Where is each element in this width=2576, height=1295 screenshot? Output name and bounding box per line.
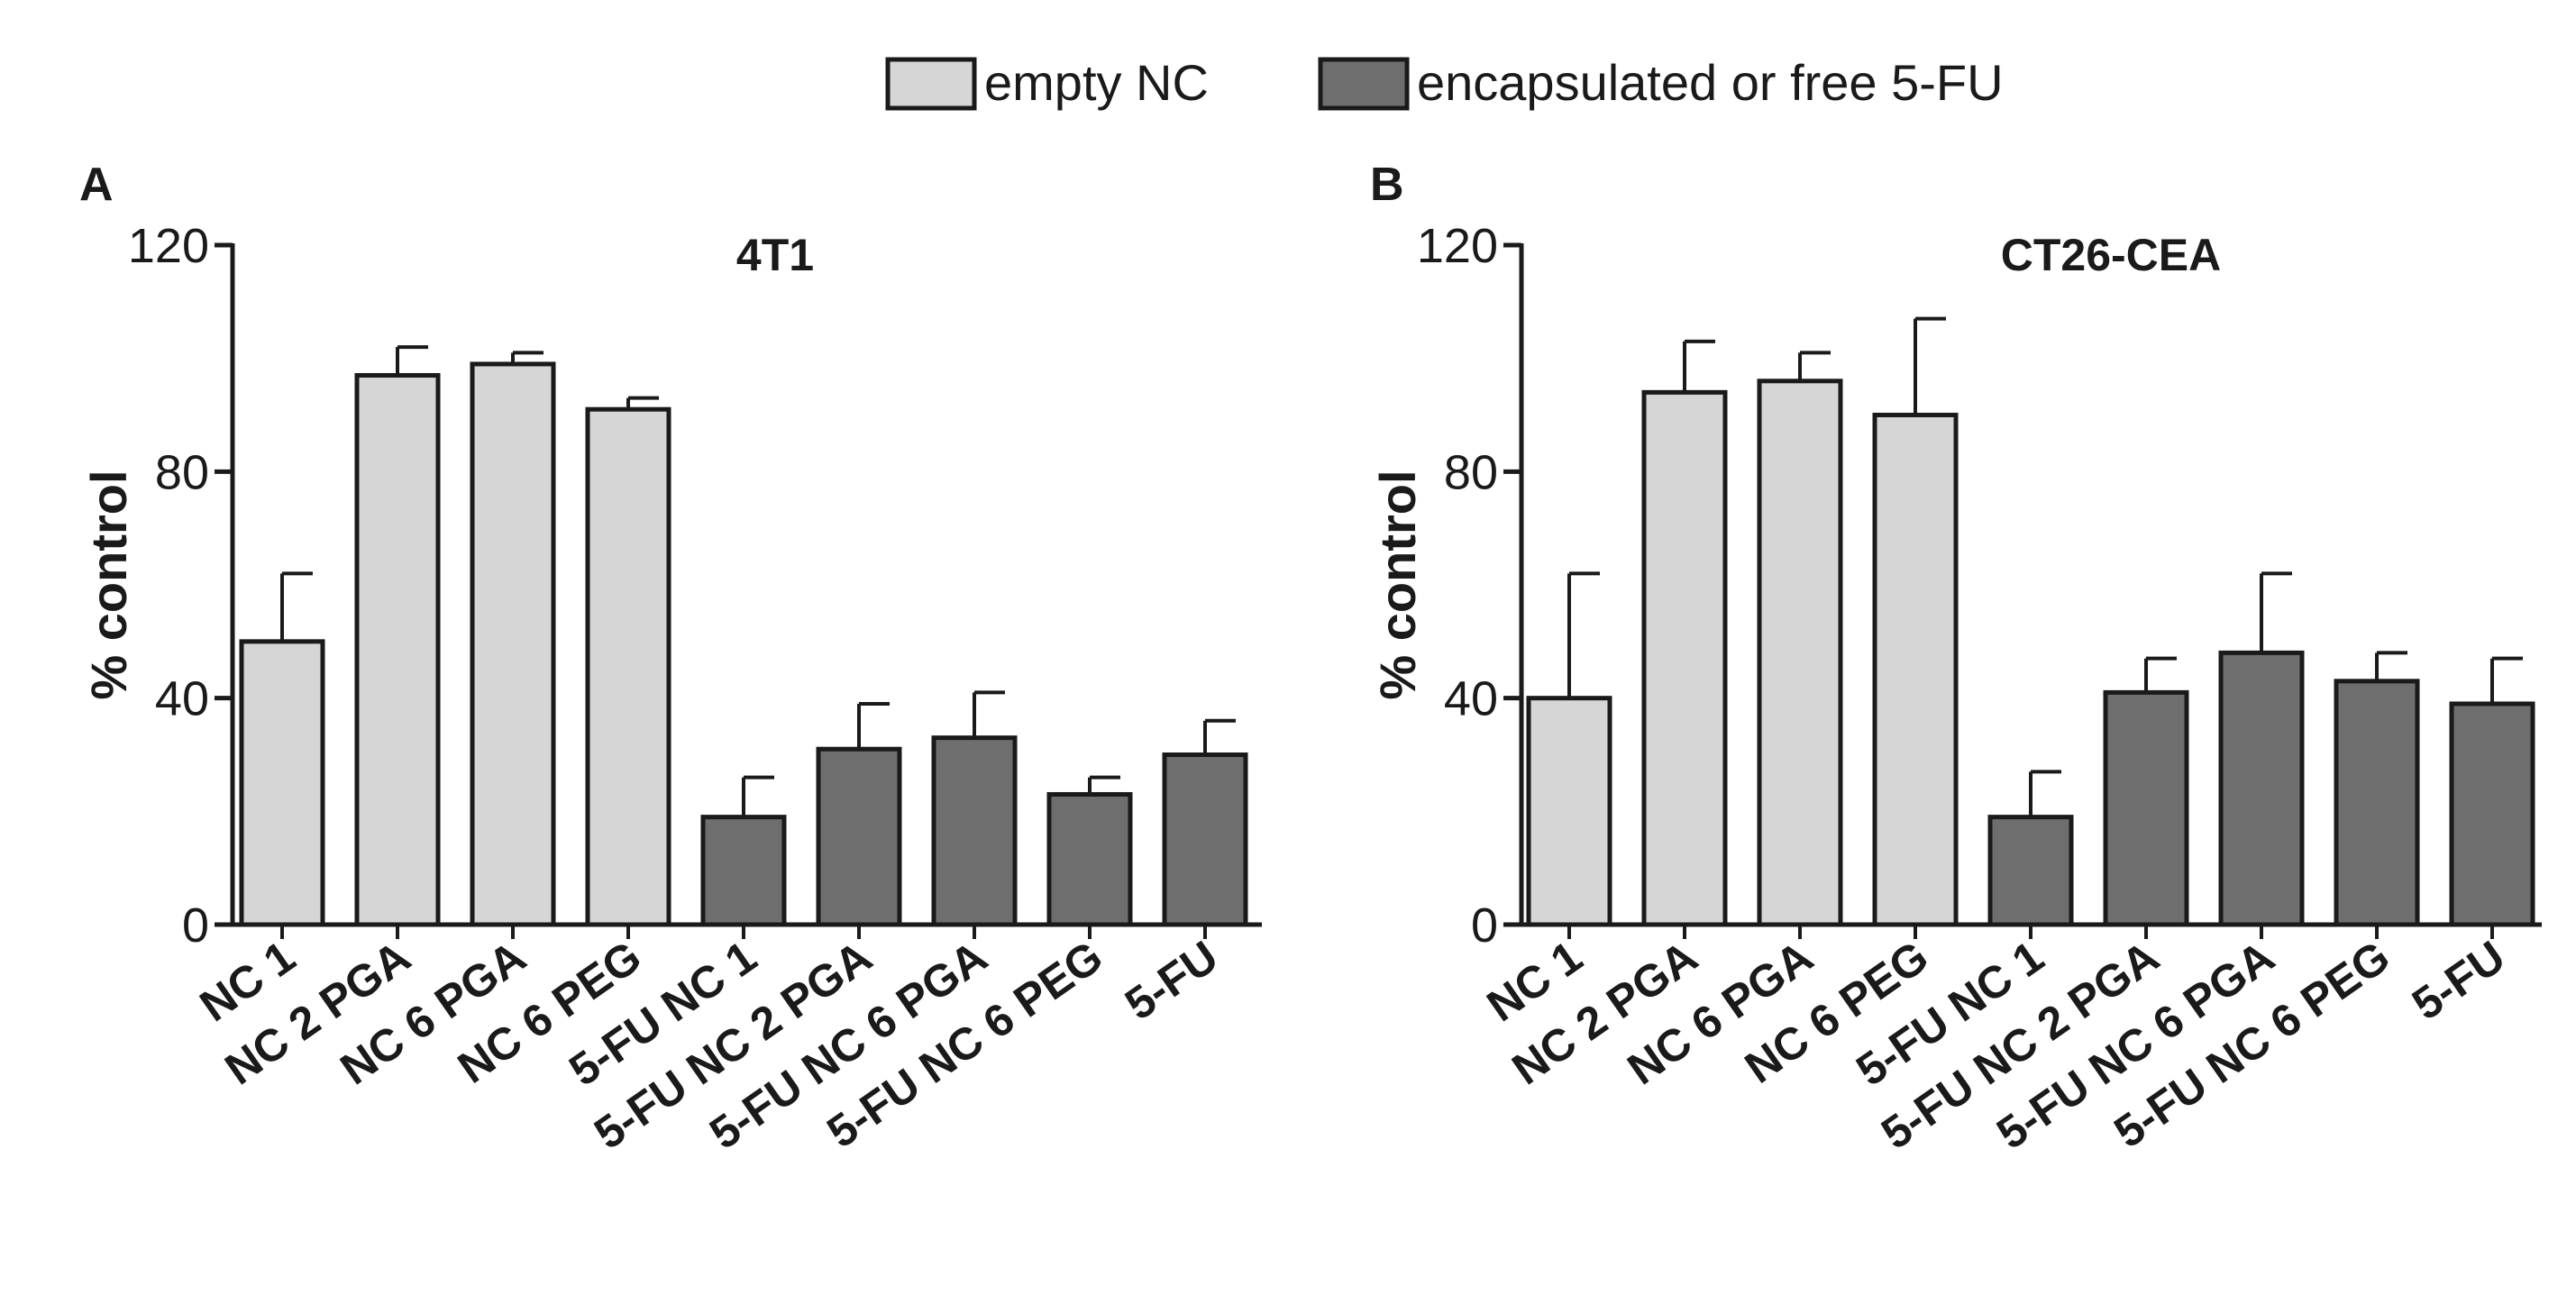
y-tick-label-0: 0 [1471,898,1498,953]
y-axis-label: % control [1369,470,1426,699]
bar-nc-6-pga [1757,378,1843,927]
legend-label-empty-nc: empty NC [984,54,1209,111]
bar-nc-2-pga [354,373,441,927]
bar-5-fu-nc-6-pga [2218,650,2305,927]
y-tick-label-40: 40 [155,672,209,726]
y-tick-label-0: 0 [182,898,209,953]
bar-nc-2-pga [1641,389,1728,927]
panel-title: 4T1 [736,230,814,280]
x-tick-label-5-fu: 5-FU [1116,931,1227,1030]
legend-swatch-5fu [1318,57,1410,111]
bar-5-fu [1162,752,1248,927]
bar-5-fu-nc-6-peg [1046,791,1133,927]
y-tick-label-120: 120 [1417,219,1498,273]
panel-letter: A [79,159,114,211]
bar-nc-1 [239,639,325,927]
bar-5-fu-nc-6-peg [2334,679,2420,927]
y-tick-label-80: 80 [155,445,209,499]
legend-label-5fu: encapsulated or free 5-FU [1417,54,2004,111]
bar-5-fu-nc-6-pga [931,735,1018,927]
bar-nc-6-pga [470,361,556,927]
bar-5-fu-nc-1 [700,815,787,927]
bar-nc-6-peg [585,406,671,927]
panel-letter: B [1370,159,1404,211]
bar-nc-1 [1526,696,1612,927]
panel-title: CT26-CEA [2001,230,2221,280]
bar-nc-6-peg [1872,413,1959,927]
y-tick-label-80: 80 [1444,445,1498,499]
bar-5-fu-nc-2-pga [2103,689,2189,927]
y-axis-label: % control [80,470,137,699]
bar-5-fu [2449,701,2535,927]
y-tick-label-40: 40 [1444,672,1498,726]
x-tick-label-5-fu: 5-FU [2403,931,2514,1030]
bar-5-fu-nc-1 [1987,815,2074,927]
legend-swatch-empty-nc [885,57,977,111]
legend: empty NC encapsulated or free 5-FU [885,54,2004,111]
bar-5-fu-nc-2-pga [816,746,902,927]
y-tick-label-120: 120 [128,219,209,273]
